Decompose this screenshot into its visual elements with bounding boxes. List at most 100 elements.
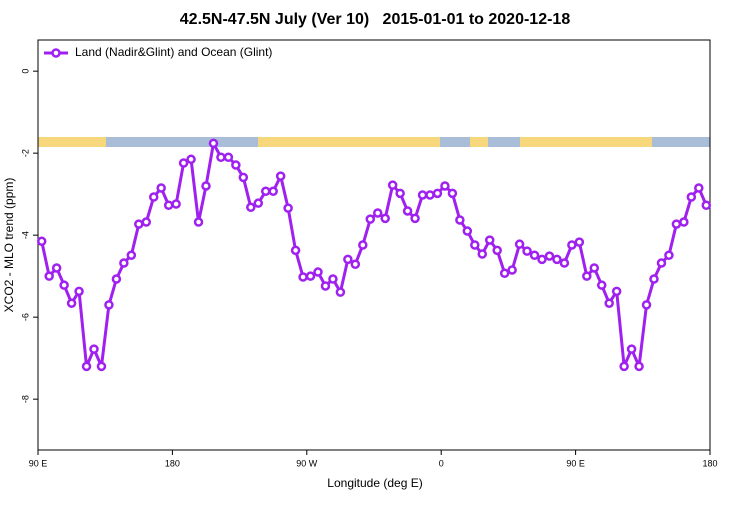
point [447, 188, 458, 199]
point [432, 188, 443, 199]
land-band [520, 137, 652, 147]
legend-marker [51, 48, 61, 58]
y-tick-label: -6 [20, 313, 30, 321]
point [611, 286, 622, 297]
point [425, 190, 435, 200]
legend-label: Land (Nadir&Glint) and Ocean (Glint) [75, 45, 272, 59]
point [81, 361, 92, 372]
point [365, 214, 376, 224]
point [238, 172, 249, 183]
point [119, 258, 129, 268]
y-tick-label: -8 [20, 395, 30, 403]
y-tick-label: -2 [20, 149, 30, 157]
x-tick-label: 90 W [296, 458, 318, 468]
point [66, 298, 77, 308]
point [104, 300, 114, 310]
point [283, 203, 293, 213]
plot-frame [37, 39, 711, 451]
point [604, 298, 614, 308]
point [320, 281, 331, 291]
point [589, 263, 600, 273]
point [387, 180, 398, 190]
point [462, 226, 473, 236]
point [417, 190, 428, 200]
chart-title: 42.5N-47.5N July (Ver 10) 2015-01-01 to … [180, 11, 571, 28]
point [89, 344, 99, 354]
point [507, 265, 517, 275]
point [193, 217, 204, 227]
point [201, 181, 211, 191]
x-tick-label: 180 [165, 458, 180, 468]
land-ocean-strip [38, 137, 710, 147]
point [111, 274, 122, 284]
land-band [258, 137, 440, 147]
point [186, 154, 196, 165]
point [402, 206, 413, 216]
point [268, 186, 278, 197]
x-tick-label: 180 [702, 458, 717, 468]
point [380, 213, 390, 224]
y-axis-label: XCO2 - MLO trend (ppm) [2, 178, 16, 313]
point [231, 160, 241, 170]
point [410, 213, 420, 224]
point [350, 259, 361, 270]
point [134, 219, 144, 229]
point [552, 254, 562, 265]
point [529, 250, 540, 260]
point [641, 300, 652, 310]
point [36, 236, 47, 247]
point [514, 239, 525, 249]
point [216, 152, 226, 163]
point [455, 215, 465, 225]
x-tick-label: 90 E [29, 458, 48, 468]
point [59, 280, 69, 290]
point [656, 258, 667, 268]
point [619, 361, 629, 372]
point [671, 219, 682, 229]
point [522, 246, 532, 256]
point [358, 240, 368, 250]
point [544, 251, 555, 261]
point [246, 202, 256, 213]
land-band [470, 137, 488, 147]
point [499, 268, 510, 279]
point [492, 245, 502, 256]
point [634, 361, 644, 372]
point [679, 217, 689, 227]
point [372, 208, 383, 218]
point [596, 280, 607, 290]
x-axis-label: Longitude (deg E) [327, 476, 422, 490]
point [223, 152, 234, 163]
point [44, 271, 54, 281]
point [305, 271, 316, 281]
point [126, 250, 137, 260]
point [582, 271, 592, 281]
point [484, 235, 495, 245]
y-tick-label: -4 [20, 231, 30, 239]
point [559, 258, 570, 268]
y-tick-label: 0 [20, 69, 30, 74]
point [51, 263, 62, 273]
point [260, 186, 271, 197]
point [74, 286, 84, 297]
point [328, 274, 338, 284]
point [686, 192, 697, 202]
point [694, 183, 704, 193]
point [96, 361, 107, 372]
point [253, 198, 264, 208]
point [470, 240, 480, 250]
point [395, 188, 405, 199]
point [148, 192, 159, 202]
point [343, 254, 353, 265]
point [335, 287, 346, 297]
point [171, 199, 181, 209]
point [156, 183, 166, 193]
point [626, 344, 637, 354]
point [208, 138, 219, 149]
point [313, 267, 323, 277]
point [701, 200, 712, 210]
point [649, 274, 659, 284]
point [664, 250, 674, 260]
point [275, 171, 286, 181]
